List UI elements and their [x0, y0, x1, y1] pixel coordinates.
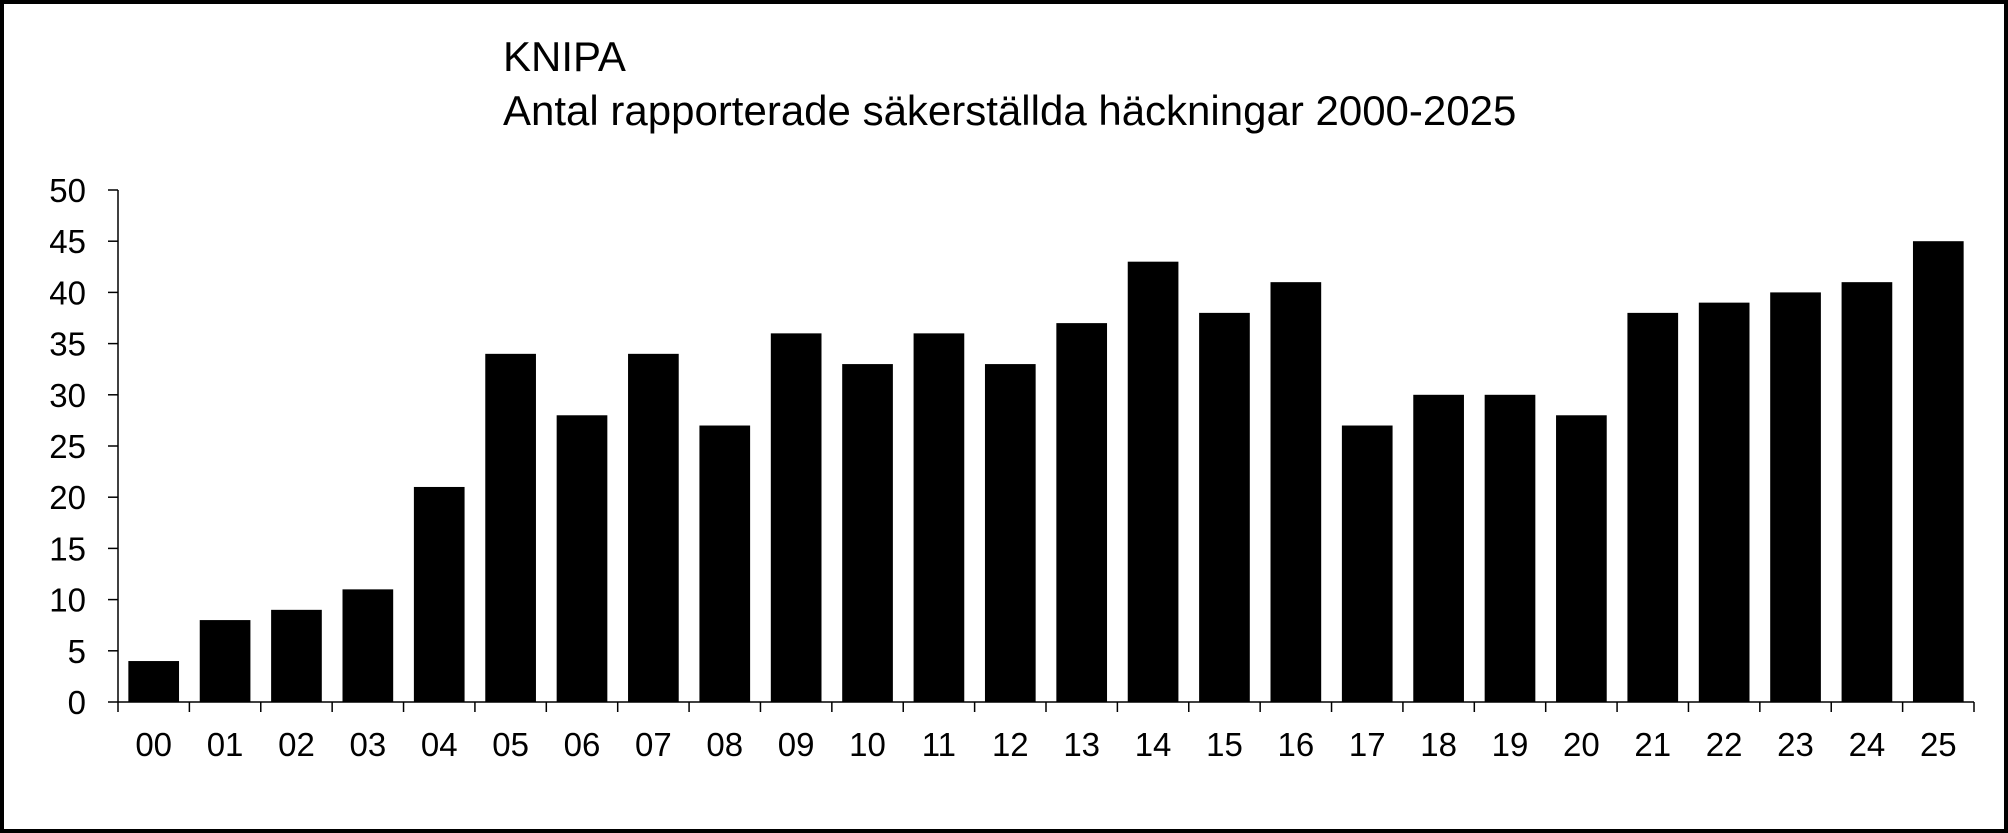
x-tick-label: 05	[492, 726, 529, 763]
bar-18	[1413, 394, 1464, 702]
x-tick-label: 20	[1563, 726, 1600, 763]
y-axis: 0 5 10 15 20 25 30 35 40 45 50	[49, 172, 119, 721]
bar-01	[199, 620, 251, 702]
bar-21	[1627, 312, 1679, 702]
x-tick-label: 07	[635, 726, 672, 763]
x-axis: 00 01 02 03 04 05 06 07 08 09 10 11 12 13 14 15 16 17 18 19…	[117, 701, 1975, 763]
x-tick-label: 23	[1777, 726, 1814, 763]
x-tick-label: 03	[349, 726, 386, 763]
x-tick-label: 24	[1849, 726, 1886, 763]
x-tick-label: 00	[135, 726, 172, 763]
y-tick-label: 15	[49, 530, 86, 567]
x-tick-label: 19	[1492, 726, 1529, 763]
x-tick-label: 09	[778, 726, 815, 763]
chart-title-block: KNIPA Antal rapporterade säkerställda hä…	[503, 30, 1516, 138]
bar-13	[1056, 323, 1108, 702]
x-tick-label: 16	[1277, 726, 1314, 763]
y-tick-label: 10	[49, 582, 86, 619]
bar-19	[1484, 394, 1536, 702]
bar-16	[1270, 282, 1322, 702]
bars	[128, 241, 1964, 702]
bar-24	[1841, 282, 1893, 702]
bar-23	[1770, 292, 1821, 702]
bar-07	[628, 353, 679, 702]
bar-05	[485, 353, 536, 702]
y-tick-label: 45	[49, 223, 86, 260]
bar-08	[699, 425, 751, 702]
x-tick-label: 06	[564, 726, 601, 763]
x-tick-label: 02	[278, 726, 315, 763]
bar-17	[1341, 425, 1393, 702]
x-tick-label: 15	[1206, 726, 1243, 763]
bar-11	[913, 333, 965, 702]
x-tick-label: 17	[1349, 726, 1386, 763]
x-tick-label: 04	[421, 726, 458, 763]
x-tick-label: 22	[1706, 726, 1743, 763]
y-tick-label: 25	[49, 428, 86, 465]
y-tick-label: 0	[68, 684, 86, 721]
bar-20	[1556, 415, 1607, 702]
y-tick-label: 50	[49, 172, 86, 209]
bar-15	[1199, 312, 1250, 702]
x-tick-label: 01	[207, 726, 244, 763]
bar-10	[842, 364, 893, 702]
x-tick-label: 21	[1634, 726, 1671, 763]
bar-03	[342, 589, 394, 702]
y-tick-label: 30	[49, 377, 86, 414]
x-tick-label: 13	[1063, 726, 1100, 763]
bar-04	[413, 486, 465, 702]
bar-09	[770, 333, 822, 702]
y-tick-label: 5	[68, 633, 86, 670]
bar-06	[556, 415, 608, 702]
bar-25	[1912, 241, 1964, 702]
y-tick-label: 35	[49, 326, 86, 363]
bar-12	[984, 364, 1036, 702]
bar-02	[271, 609, 322, 702]
x-tick-label: 10	[849, 726, 886, 763]
chart-title: KNIPA	[503, 33, 626, 80]
x-tick-label: 25	[1920, 726, 1957, 763]
x-tick-label: 08	[706, 726, 743, 763]
x-tick-label: 11	[922, 726, 956, 763]
bar-14	[1127, 261, 1179, 702]
x-tick-label: 18	[1420, 726, 1457, 763]
x-tick-label: 14	[1135, 726, 1172, 763]
y-tick-label: 20	[49, 479, 86, 516]
bar-00	[128, 661, 180, 702]
y-tick-label: 40	[49, 274, 86, 311]
chart-subtitle: Antal rapporterade säkerställda häckning…	[503, 87, 1517, 134]
bar-22	[1698, 302, 1750, 702]
x-tick-label: 12	[992, 726, 1029, 763]
